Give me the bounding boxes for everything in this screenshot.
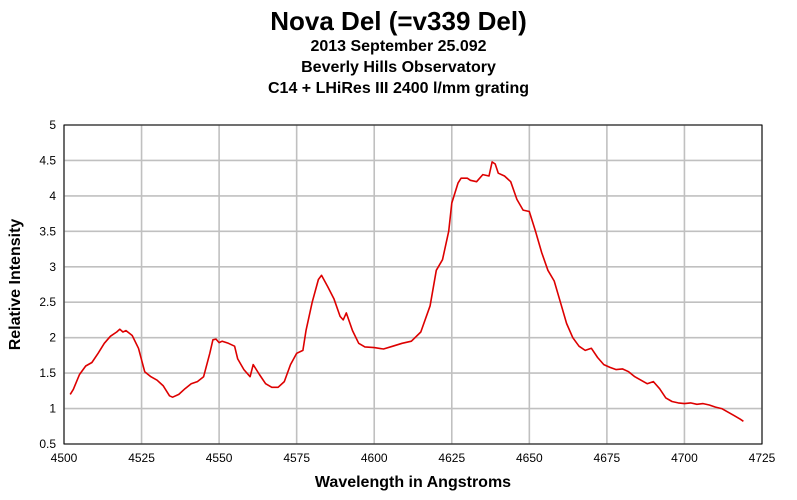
x-tick-label: 4650 [516,451,543,465]
x-tick-label: 4525 [128,451,155,465]
x-tick-label: 4500 [51,451,78,465]
chart-titles: Nova Del (=v339 Del) 2013 September 25.0… [0,6,797,99]
y-tick-label: 2.5 [39,295,56,309]
y-tick-label: 2 [49,331,56,345]
chart-subtitle-observatory: Beverly Hills Observatory [301,59,496,76]
spectrum-line [69,161,744,422]
y-tick-label: 3 [49,260,56,274]
chart-title: Nova Del (=v339 Del) [270,6,527,36]
chart-subtitle-instrument: C14 + LHiRes III 2400 l/mm grating [268,80,529,97]
x-tick-label: 4700 [671,451,698,465]
x-tick-label: 4725 [749,451,776,465]
y-axis-label: Relative Intensity [7,219,24,351]
y-tick-label: 3.5 [39,224,56,238]
x-axis-label: Wavelength in Angstroms [315,474,511,491]
y-tick-label: 1.5 [39,366,56,380]
x-tick-label: 4550 [206,451,233,465]
y-tick-label: 5 [49,118,56,132]
y-tick-labels: 0.5 1 1.5 2 2.5 3 3.5 4 4.5 5 [39,118,56,451]
x-tick-label: 4575 [283,451,310,465]
y-tick-label: 4.5 [39,153,56,167]
y-tick-label: 0.5 [39,437,56,451]
x-tick-labels: 4500 4525 4550 4575 4600 4625 4650 4675 4700 4725 [51,451,776,465]
y-tick-label: 1 [49,402,56,416]
plot-frame [63,124,763,445]
grid-layer [63,124,763,445]
x-tick-label: 4600 [361,451,388,465]
x-tick-label: 4625 [438,451,465,465]
y-tick-label: 4 [49,189,56,203]
x-tick-label: 4675 [594,451,621,465]
chart-subtitle-date: 2013 September 25.092 [310,38,487,55]
